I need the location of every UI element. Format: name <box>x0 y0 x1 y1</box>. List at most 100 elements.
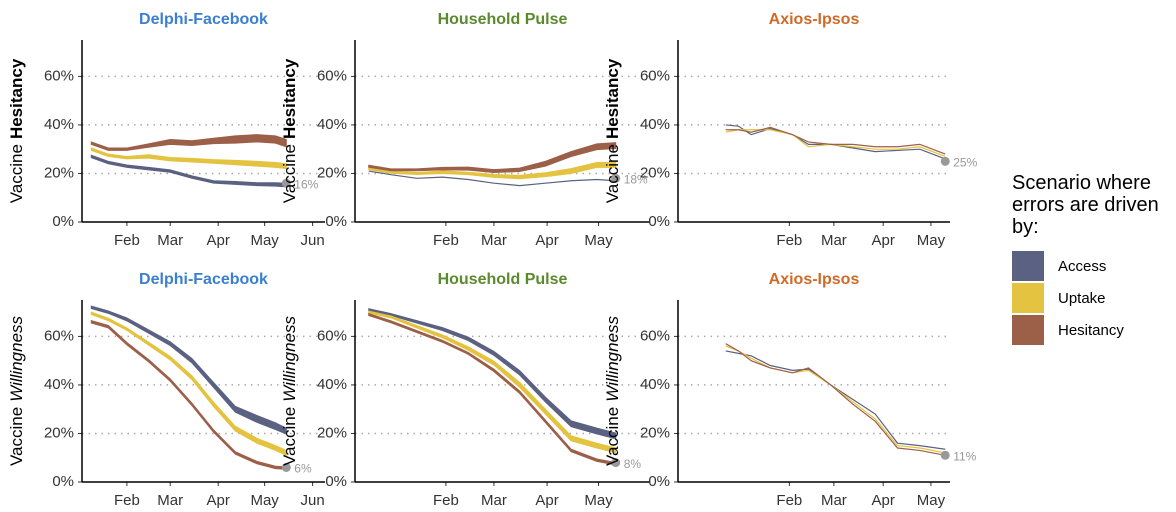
y-tick-label: 20% <box>317 424 347 441</box>
y-tick-label: 60% <box>640 67 670 84</box>
legend-label: Hesitancy <box>1058 321 1124 339</box>
end-point <box>940 156 950 166</box>
y-tick-label: 60% <box>317 327 347 344</box>
x-tick-label: Mar <box>481 232 507 249</box>
legend: Scenario where errors are driven by: Acc… <box>1012 172 1176 346</box>
x-tick-label: Feb <box>433 492 459 509</box>
line <box>725 343 946 456</box>
end-point <box>611 173 621 183</box>
line <box>725 129 946 158</box>
ribbon <box>368 310 617 454</box>
x-tick-label: Apr <box>872 232 895 249</box>
panel: Delphi-Facebook Vaccine Willingness 0% 20% 40… <box>7 271 325 509</box>
y-tick-label: 60% <box>44 327 74 344</box>
y-tick-label: 20% <box>44 164 74 181</box>
x-tick-label: Jun <box>301 492 325 509</box>
ribbon <box>368 308 617 440</box>
panel-title: Axios-Ipsos <box>769 271 860 288</box>
y-tick-label: 20% <box>44 424 74 441</box>
legend-label: Access <box>1058 257 1107 275</box>
y-label-emph: Hesitancy <box>280 58 299 139</box>
end-label: 25% <box>953 156 977 170</box>
y-tick-label: 40% <box>640 376 670 393</box>
legend-swatch <box>1012 251 1044 281</box>
end-point <box>611 458 621 468</box>
legend-swatch <box>1012 315 1044 345</box>
y-label-emph: Hesitancy <box>7 58 26 139</box>
ribbon <box>90 319 287 470</box>
end-label: 16% <box>294 177 318 191</box>
y-tick-label: 0% <box>648 473 670 490</box>
y-tick-label: 40% <box>317 376 347 393</box>
x-tick-label: Mar <box>821 232 847 249</box>
y-label-text: Vaccine <box>7 144 26 203</box>
y-label-emph: Willingness <box>280 315 299 401</box>
x-tick-label: May <box>584 492 613 509</box>
y-tick-label: 40% <box>44 116 74 133</box>
y-tick-label: 0% <box>325 213 347 230</box>
y-tick-label: 0% <box>325 473 347 490</box>
x-tick-label: Feb <box>433 232 459 249</box>
panel-title: Delphi-Facebook <box>139 271 268 288</box>
y-label-emph: Willingness <box>603 315 622 401</box>
ribbon <box>368 142 617 173</box>
panel: Delphi-Facebook Vaccine Hesitancy 0% 20% 40% 6… <box>7 11 325 249</box>
x-tick-label: May <box>250 492 279 509</box>
y-tick-label: 60% <box>317 67 347 84</box>
panel-title: Household Pulse <box>438 11 568 28</box>
y-tick-label: 40% <box>317 116 347 133</box>
end-label: 6% <box>294 462 312 476</box>
panel: Household Pulse Vaccine Willingness 0% 20% 40… <box>280 271 650 509</box>
y-label-text: Vaccine <box>280 144 299 203</box>
panel: Axios-Ipsos Vaccine Hesitancy 0% 20% 40% 60% Fe… <box>603 11 977 249</box>
chart: Delphi-Facebook Vaccine Hesitancy 0% 20% 40% 6… <box>7 11 977 509</box>
y-label-emph: Hesitancy <box>603 58 622 139</box>
x-tick-label: Apr <box>535 232 558 249</box>
y-axis-label: Vaccine Hesitancy <box>603 58 622 203</box>
end-label: 8% <box>624 457 642 471</box>
panel-title: Delphi-Facebook <box>139 11 268 28</box>
y-tick-label: 20% <box>640 424 670 441</box>
legend-label: Uptake <box>1058 289 1106 307</box>
legend-item: Access <box>1012 250 1176 282</box>
x-tick-label: Apr <box>535 492 558 509</box>
y-tick-label: 40% <box>44 376 74 393</box>
y-axis-label: Vaccine Hesitancy <box>280 58 299 203</box>
y-tick-label: 20% <box>640 164 670 181</box>
panel: Household Pulse Vaccine Hesitancy 0% 20% 40% 6… <box>280 11 650 249</box>
y-label-text: Vaccine <box>603 407 622 466</box>
ribbon <box>90 305 287 435</box>
end-point <box>281 178 291 188</box>
y-label-text: Vaccine <box>603 144 622 203</box>
y-axis-label: Vaccine Willingness <box>7 315 26 466</box>
y-tick-label: 0% <box>52 473 74 490</box>
y-tick-label: 40% <box>640 116 670 133</box>
legend-item: Uptake <box>1012 282 1176 314</box>
x-tick-label: Apr <box>872 492 895 509</box>
legend-item: Hesitancy <box>1012 314 1176 346</box>
y-label-emph: Willingness <box>7 315 26 401</box>
y-label-text: Vaccine <box>7 407 26 466</box>
x-tick-label: Feb <box>114 492 140 509</box>
end-point <box>281 462 291 472</box>
x-tick-label: Mar <box>481 492 507 509</box>
y-tick-label: 60% <box>640 327 670 344</box>
x-tick-label: May <box>917 232 946 249</box>
x-tick-label: May <box>250 232 279 249</box>
x-tick-label: Mar <box>821 492 847 509</box>
line <box>725 345 946 454</box>
end-label: 18% <box>624 172 648 186</box>
y-tick-label: 20% <box>317 164 347 181</box>
legend-swatch <box>1012 283 1044 313</box>
ribbon <box>368 162 617 180</box>
y-tick-label: 0% <box>648 213 670 230</box>
x-tick-label: Feb <box>776 492 802 509</box>
ribbon <box>90 147 287 170</box>
legend-title: Scenario where errors are driven by: <box>1012 172 1159 238</box>
line <box>725 126 946 155</box>
panel: Axios-Ipsos Vaccine Willingness 0% 20% 40% 60%… <box>603 271 976 509</box>
y-axis-label: Vaccine Willingness <box>603 315 622 466</box>
x-tick-label: May <box>584 232 613 249</box>
x-tick-label: Jun <box>301 232 325 249</box>
x-tick-label: Mar <box>157 492 183 509</box>
